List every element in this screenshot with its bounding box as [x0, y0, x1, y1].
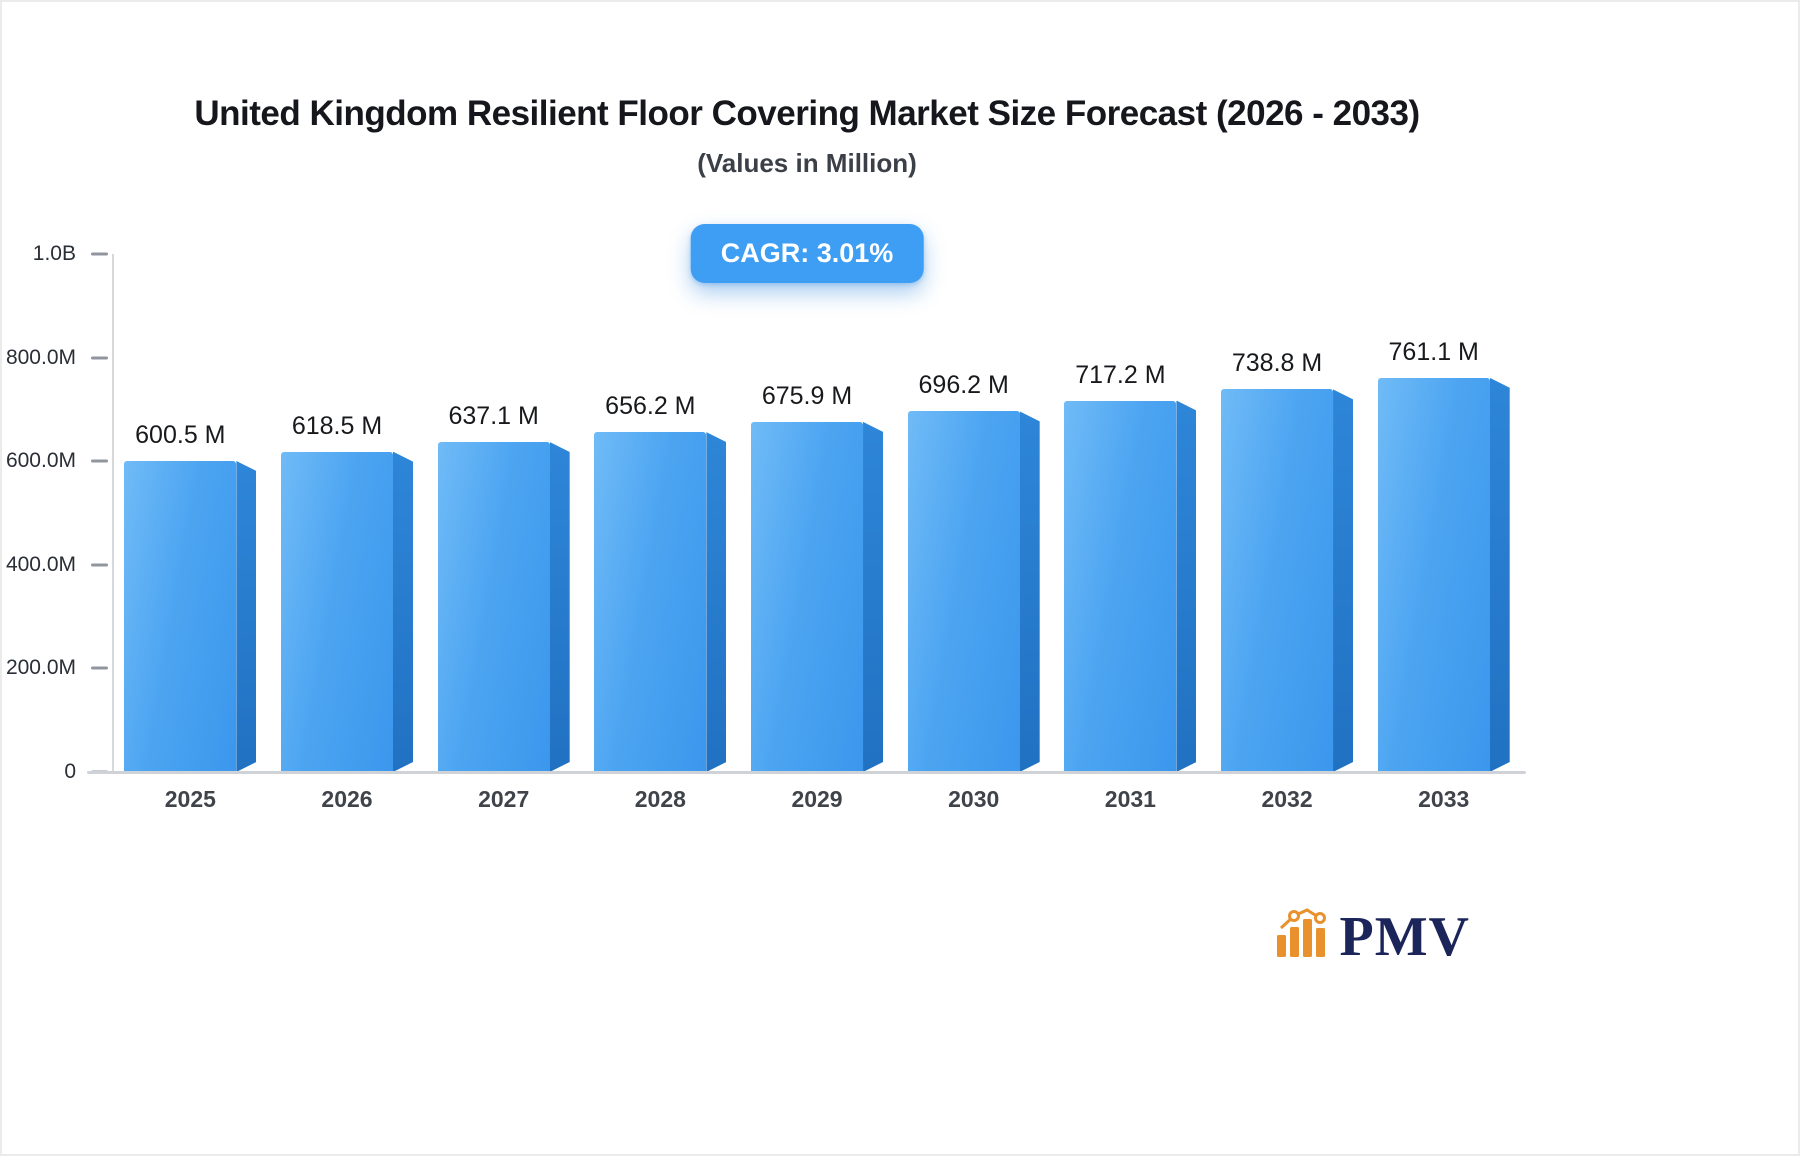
bar-value-label: 738.8 M	[1231, 349, 1323, 378]
y-tick-label: 0	[64, 760, 76, 783]
brand-name: PMV	[1339, 905, 1470, 968]
bar-column: 717.2 M	[1052, 254, 1209, 772]
bar-side-face	[706, 432, 726, 772]
y-tick-mark	[91, 252, 108, 256]
x-axis-line	[87, 771, 1526, 774]
bar-front-face	[1377, 377, 1490, 772]
bar-column: 696.2 M	[895, 254, 1052, 772]
bar-front-face	[907, 411, 1020, 772]
bar-2033: 761.1 M	[1377, 338, 1510, 772]
y-tick-label: 600.0M	[5, 449, 76, 473]
bar-value-label: 600.5 M	[135, 420, 226, 449]
bar-2031: 717.2 M	[1064, 361, 1196, 773]
y-tick-label: 200.0M	[5, 656, 76, 680]
y-axis-line	[112, 254, 114, 772]
bar-front-face	[281, 451, 393, 772]
bar-column: 656.2 M	[582, 254, 739, 772]
bar-side-face	[393, 452, 413, 772]
y-tick-mark	[91, 563, 108, 567]
x-axis-label: 2032	[1261, 786, 1313, 812]
bar-value-label: 717.2 M	[1075, 360, 1166, 389]
x-axis-label: 2028	[634, 786, 686, 812]
bar-side-face	[236, 461, 256, 772]
x-axis-label: 2026	[321, 786, 373, 812]
bar-front-face	[124, 460, 237, 772]
y-tick-mark	[91, 666, 108, 670]
x-axis-label: 2030	[948, 786, 1000, 812]
bar-side-face	[550, 442, 570, 772]
y-tick-mark	[91, 459, 108, 463]
bar-side-face	[1176, 401, 1196, 773]
x-axis-label: 2031	[1104, 786, 1156, 812]
bar-2025: 600.5 M	[124, 421, 256, 772]
bar-front-face	[1064, 400, 1177, 772]
bar-value-label: 618.5 M	[291, 411, 383, 440]
bar-column: 618.5 M	[269, 254, 426, 772]
x-axis-labels: 2025 2026 2027 2028 2029 2030 2031 2032 2033	[112, 786, 1522, 813]
chart-subtitle: (Values in Million)	[697, 148, 917, 178]
x-axis-label: 2025	[164, 786, 216, 812]
bar-front-face	[751, 421, 864, 772]
y-tick-label: 800.0M	[5, 345, 76, 369]
bar-chart-icon	[1273, 901, 1331, 964]
chart-content: United Kingdom Resilient Floor Covering …	[2, 2, 1612, 1154]
bar-front-face	[594, 432, 707, 772]
y-tick-mark	[91, 356, 108, 360]
bar-2032: 738.8 M	[1221, 349, 1353, 772]
y-axis-labels: 1.0B 800.0M 600.0M 400.0M 200.0M 0	[2, 242, 112, 783]
bar-column: 675.9 M	[739, 254, 896, 772]
plot-area: 600.5 M 618.5 M 637.1 M 656.2 M 675.9 M 696.2…	[87, 254, 1526, 774]
bar-column: 637.1 M	[425, 254, 582, 772]
bars-container: 600.5 M 618.5 M 637.1 M 656.2 M 675.9 M 696.2…	[112, 254, 1522, 772]
bar-value-label: 696.2 M	[918, 371, 1009, 400]
bar-value-label: 637.1 M	[448, 401, 539, 430]
cagr-badge: CAGR: 3.01%	[690, 224, 924, 283]
bar-value-label: 656.2 M	[605, 392, 696, 421]
y-tick-label: 400.0M	[5, 552, 76, 576]
bar-side-face	[1333, 389, 1353, 772]
bar-2029: 675.9 M	[751, 382, 883, 772]
x-axis-label: 2029	[791, 786, 843, 812]
bar-column: 761.1 M	[1365, 254, 1522, 772]
bar-2026: 618.5 M	[281, 412, 413, 772]
bar-column: 600.5 M	[112, 254, 269, 772]
chart-title: United Kingdom Resilient Floor Covering …	[194, 94, 1420, 133]
x-axis-label: 2027	[478, 786, 530, 812]
bar-side-face	[1020, 411, 1040, 772]
bar-front-face	[437, 441, 550, 772]
bar-column: 738.8 M	[1209, 254, 1366, 772]
bar-side-face	[863, 422, 883, 772]
bar-side-face	[1490, 378, 1510, 772]
bar-2028: 656.2 M	[594, 392, 726, 772]
bar-value-label: 675.9 M	[761, 381, 853, 410]
bar-front-face	[1221, 389, 1334, 772]
bar-2030: 696.2 M	[907, 371, 1040, 772]
bar-value-label: 761.1 M	[1388, 337, 1479, 366]
y-tick-label: 1.0B	[32, 242, 76, 265]
bar-2027: 637.1 M	[437, 402, 570, 772]
x-axis-label: 2033	[1418, 786, 1470, 812]
brand-logo: PMV	[1273, 901, 1470, 968]
